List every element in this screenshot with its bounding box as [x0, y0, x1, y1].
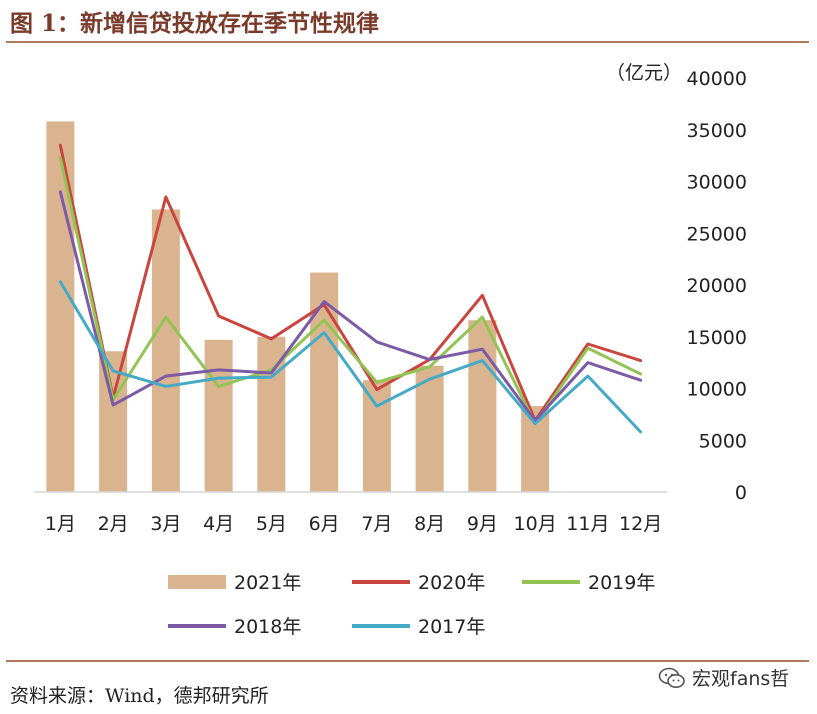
legend-item-2017年: 2017年 [352, 616, 485, 638]
x-tick-label: 4月 [203, 513, 234, 535]
y-tick-label: 10000 [687, 379, 747, 401]
x-tick-label: 3月 [150, 513, 181, 535]
x-tick-label: 1月 [45, 513, 76, 535]
bar-2021年-8月 [415, 365, 444, 492]
legend-label: 2018年 [234, 616, 301, 638]
line-series-2019年 [58, 156, 643, 426]
y-tick-label: 35000 [687, 120, 747, 142]
x-tick-label: 10月 [514, 513, 557, 535]
lines-layer [58, 143, 643, 434]
bars-layer [46, 121, 550, 492]
wechat-icon [658, 667, 685, 688]
bar-2021年-4月 [204, 339, 233, 492]
y-tick-label: 20000 [687, 275, 747, 297]
legend-item-2019年: 2019年 [522, 572, 655, 594]
bottom-rule [6, 660, 809, 662]
watermark-text: 宏观fans哲 [692, 668, 790, 690]
legend: 2021年 2020年 2019年 2018年 2017年 [168, 572, 655, 638]
legend-item-2021年: 2021年 [168, 572, 301, 594]
line-series-2017年 [58, 280, 643, 434]
x-tick-label: 6月 [309, 513, 340, 535]
line-series-2018年 [58, 190, 643, 423]
y-tick-label: 0 [735, 482, 747, 504]
line-series-2020年 [58, 143, 643, 423]
x-tick-label: 9月 [467, 513, 498, 535]
bar-2021年-9月 [468, 320, 497, 492]
legend-item-2020年: 2020年 [352, 572, 485, 594]
x-tick-label: 11月 [566, 513, 609, 535]
y-tick-label: 5000 [699, 430, 747, 452]
legend-item-2018年: 2018年 [168, 616, 301, 638]
bar-2021年-7月 [362, 380, 391, 492]
legend-label: 2017年 [418, 616, 485, 638]
legend-swatch [168, 575, 226, 589]
legend-label: 2020年 [418, 572, 485, 594]
x-tick-label: 7月 [361, 513, 392, 535]
y-tick-label: 25000 [687, 223, 747, 245]
bar-2021年-3月 [151, 209, 180, 492]
bar-2021年-1月 [46, 121, 75, 492]
axes-layer: 1月 2月 3月 4月 5月 6月 7月 8月 9月 10月 11月 12月 0 5000 10000 150… [34, 62, 747, 535]
x-tick-label: 2月 [98, 513, 129, 535]
figure-title: 图 1：新增信贷投放存在季节性规律 [10, 10, 380, 37]
x-tick-label: 8月 [414, 513, 445, 535]
top-rule [6, 41, 809, 43]
x-tick-label: 12月 [619, 513, 662, 535]
y-tick-label: 30000 [687, 172, 747, 194]
y-unit-label: （亿元） [606, 62, 682, 84]
watermark: 宏观fans哲 [658, 664, 789, 691]
y-tick-label: 40000 [687, 68, 747, 90]
x-tick-label: 5月 [256, 513, 287, 535]
legend-label: 2019年 [588, 572, 655, 594]
legend-label: 2021年 [234, 572, 301, 594]
source-note: 资料来源：Wind，德邦研究所 [10, 685, 269, 707]
y-tick-label: 15000 [687, 327, 747, 349]
